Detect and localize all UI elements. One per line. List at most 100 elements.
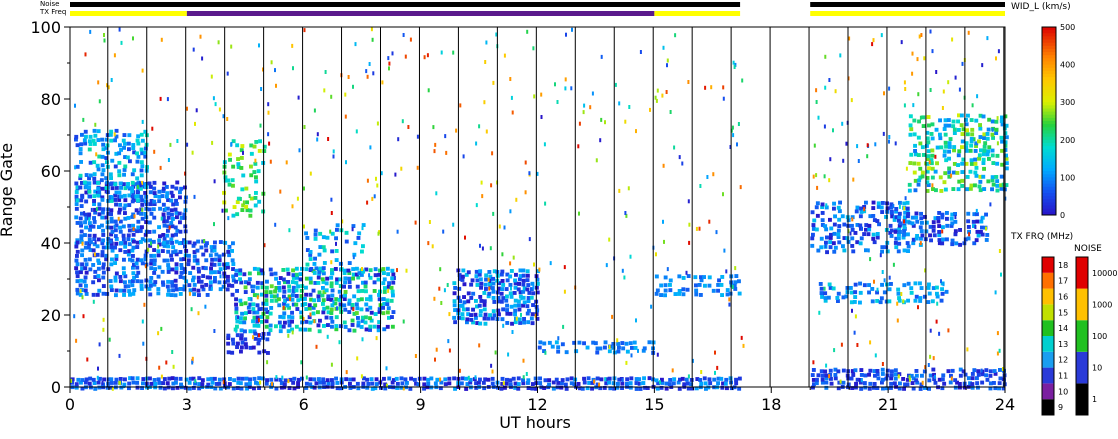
echo-cell bbox=[913, 149, 917, 153]
noise-point bbox=[851, 308, 853, 313]
echo-cell bbox=[79, 229, 84, 234]
echo-cell bbox=[152, 253, 157, 258]
echo-cell bbox=[632, 340, 637, 345]
echo-cell bbox=[947, 141, 952, 146]
echo-cell bbox=[478, 277, 483, 282]
echo-cell bbox=[491, 309, 496, 314]
echo-cell bbox=[144, 220, 149, 224]
noise-point bbox=[635, 129, 637, 134]
echo-cell bbox=[952, 148, 956, 153]
echo-cell bbox=[940, 241, 945, 246]
noise-point bbox=[627, 186, 630, 191]
echo-cell bbox=[97, 225, 101, 229]
echo-cell bbox=[227, 182, 232, 187]
echo-cell bbox=[956, 128, 961, 132]
echo-cell bbox=[290, 297, 295, 302]
noise-point bbox=[520, 296, 523, 301]
echo-cell bbox=[457, 273, 462, 277]
echo-cell bbox=[965, 132, 970, 137]
echo-cell bbox=[980, 232, 985, 237]
echo-cell bbox=[867, 223, 872, 228]
echo-cell bbox=[521, 289, 526, 294]
echo-cell bbox=[820, 211, 825, 215]
echo-cell bbox=[109, 129, 114, 134]
noise-point bbox=[438, 286, 441, 291]
noise-point bbox=[593, 379, 596, 384]
echo-cell bbox=[162, 181, 167, 186]
echo-cell bbox=[312, 385, 317, 390]
echo-cell bbox=[527, 291, 532, 295]
noise-point bbox=[432, 125, 435, 130]
noise-point bbox=[355, 129, 358, 134]
echo-cell bbox=[383, 386, 388, 391]
echo-cell bbox=[929, 158, 934, 162]
echo-cell bbox=[394, 376, 399, 381]
echo-cell bbox=[231, 139, 236, 144]
echo-cell bbox=[99, 178, 104, 183]
echo-cell bbox=[256, 267, 261, 272]
echo-cell bbox=[820, 295, 824, 299]
echo-cell bbox=[828, 286, 833, 290]
noise-point bbox=[649, 107, 651, 112]
echo-cell bbox=[109, 208, 114, 213]
echo-cell bbox=[876, 205, 881, 209]
echo-cell bbox=[916, 153, 921, 157]
noise-point bbox=[828, 178, 831, 183]
echo-cell bbox=[192, 282, 197, 287]
echo-cell bbox=[501, 307, 506, 312]
echo-cell bbox=[942, 381, 947, 386]
echo-cell bbox=[811, 385, 815, 390]
echo-cell bbox=[582, 376, 586, 381]
echo-cell bbox=[719, 283, 724, 287]
echo-cell bbox=[269, 377, 274, 382]
echo-cell bbox=[994, 119, 999, 124]
noise-point bbox=[95, 152, 98, 157]
echo-cell bbox=[139, 147, 144, 152]
echo-cell bbox=[973, 157, 978, 162]
echo-cell bbox=[981, 174, 986, 179]
noise-point bbox=[733, 65, 736, 69]
echo-cell bbox=[337, 298, 342, 302]
echo-cell bbox=[170, 267, 175, 272]
echo-cell bbox=[122, 257, 126, 262]
echo-cell bbox=[161, 282, 166, 287]
echo-cell bbox=[369, 318, 374, 323]
echo-cell bbox=[872, 369, 877, 373]
echo-cell bbox=[906, 281, 911, 286]
echo-cell bbox=[385, 266, 390, 271]
echo-cell bbox=[945, 216, 949, 221]
echo-cell bbox=[863, 385, 868, 390]
echo-cell bbox=[243, 342, 248, 347]
echo-cell bbox=[75, 270, 79, 275]
echo-cell bbox=[231, 213, 236, 218]
echo-cell bbox=[334, 258, 339, 262]
echo-cell bbox=[166, 215, 171, 220]
echo-cell bbox=[131, 271, 136, 276]
echo-cell bbox=[109, 232, 113, 237]
echo-cell bbox=[853, 368, 858, 373]
echo-cell bbox=[960, 170, 965, 174]
echo-cell bbox=[162, 386, 167, 391]
echo-cell bbox=[290, 280, 295, 284]
noise-point bbox=[375, 336, 378, 341]
noise-point bbox=[141, 180, 143, 185]
echo-cell bbox=[970, 127, 975, 132]
echo-cell bbox=[851, 249, 856, 254]
echo-cell bbox=[443, 382, 448, 387]
velocity-colorbar-step bbox=[1042, 48, 1056, 53]
noise-point bbox=[260, 87, 263, 91]
echo-cell bbox=[205, 241, 209, 246]
noise-point bbox=[193, 194, 196, 199]
echo-cell bbox=[204, 258, 209, 263]
noise-point bbox=[578, 121, 581, 126]
echo-cell bbox=[123, 141, 127, 146]
echo-cell bbox=[820, 223, 825, 227]
noise-point bbox=[623, 275, 626, 280]
echo-cell bbox=[287, 284, 292, 289]
status-bars: Noise TX Freq bbox=[39, 0, 1005, 16]
echo-cell bbox=[993, 371, 998, 376]
noise-point bbox=[549, 261, 552, 266]
echo-cell bbox=[525, 269, 530, 274]
echo-cell bbox=[356, 316, 360, 320]
